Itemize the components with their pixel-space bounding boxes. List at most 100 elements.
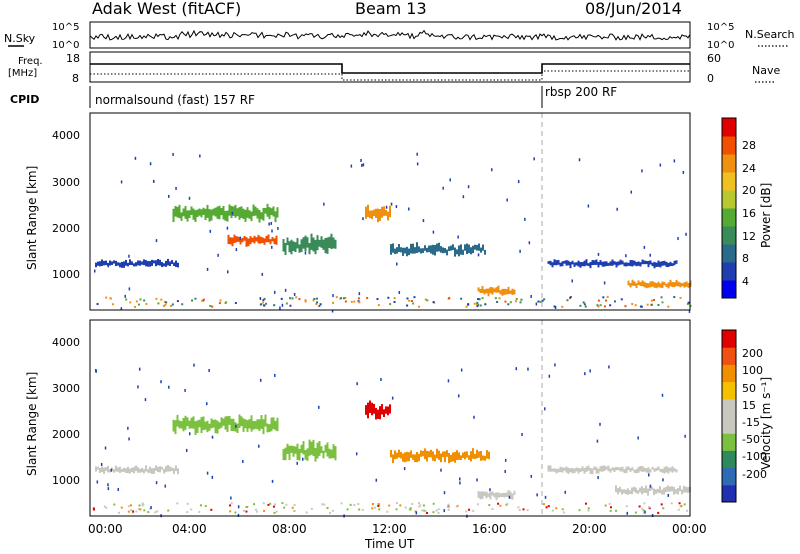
scatter-cell [555,468,558,474]
colorbar-block [722,190,736,209]
noise-cell [467,508,470,511]
noise-cell [459,477,461,481]
noise-cell [548,374,551,378]
noise-cell [176,502,179,505]
noise-cell [395,205,398,209]
scatter-cell [121,261,123,268]
scatter-cell [631,487,633,495]
scatter-cell [290,239,293,255]
scatter-cell [673,260,676,266]
scatter-cell [172,419,175,432]
power-ytick-2000: 2000 [52,222,80,235]
scatter-cell [645,468,648,473]
noise-cell [659,163,662,167]
scatter-cell [192,416,195,429]
scatter-cell [306,237,309,248]
noise-cell [358,508,361,511]
scatter-cell [255,237,258,242]
noise-cell [519,301,522,304]
noise-cell [504,469,506,473]
scatter-cell [477,287,480,292]
scatter-cell [416,242,418,254]
scatter-cell [149,466,151,473]
scatter-cell [442,451,444,458]
scatter-cell [472,245,474,254]
velocity-ytick-1000: 1000 [52,474,80,487]
noise-cell [670,502,673,505]
noise-cell [296,461,298,465]
scatter-cell [242,418,245,432]
scatter-cell [629,259,632,267]
scatter-cell [272,417,275,430]
scatter-cell [553,259,556,266]
noise-cell [582,301,585,304]
scatter-cell [412,454,414,460]
noise-cell [608,365,610,369]
nsearch-label: N.Search [745,28,795,41]
scatter-cell [267,234,270,243]
scatter-cell [635,283,638,289]
noise-cell [465,305,468,308]
noise-cell [686,303,689,306]
scatter-cell [442,247,444,254]
scatter-cell [282,239,285,252]
noise-cell [143,509,146,512]
noise-cell [515,367,518,371]
noise-cell [583,303,586,306]
scatter-cell [171,467,173,472]
scatter-cell [647,488,649,496]
noise-cell [677,508,680,511]
scatter-cell [561,261,564,267]
scatter-cell [637,466,640,473]
noise-cell [652,298,655,301]
scatter-cell [400,247,402,253]
noise-cell [185,448,188,452]
noise-cell [527,367,529,371]
scatter-cell [493,492,496,498]
noise-cell [120,307,123,311]
scatter-cell [180,212,183,221]
noise-cell [426,299,429,302]
colorbar-block [722,330,736,348]
noise-cell [293,503,296,506]
scatter-cell [248,419,251,429]
noise-cell [539,300,542,303]
noise-cell [362,217,364,221]
noise-cell [120,506,123,509]
noise-cell [673,159,676,163]
noise-cell [267,503,270,506]
scatter-cell [214,419,217,434]
colorbar-block [722,450,736,469]
noise-cell [331,509,334,512]
scatter-cell [619,467,622,472]
noise-cell [603,305,606,308]
noise-cell [650,303,653,306]
noise-cell [596,304,599,307]
noise-cell [643,245,646,249]
noise-cell [554,363,556,367]
noise-cell [156,510,159,513]
scatter-cell [266,203,269,217]
noise-cell [128,254,130,258]
noise-cell [391,396,394,400]
scatter-cell [611,467,614,471]
scatter-cell [314,448,317,462]
scatter-cell [671,466,674,473]
power-colorbar: 28 24 20 16 12 8 4 Power [dB] [721,117,773,299]
scatter-cell [567,260,570,266]
scatter-cell [117,467,119,472]
scatter-cell [165,260,167,267]
scatter-cell [379,406,381,420]
power-ytick-4000: 4000 [52,129,80,142]
scatter-cell [316,442,319,459]
scatter-cell [470,451,472,462]
scatter-cell [101,259,103,266]
scatter-cell [665,465,668,473]
scatter-cell [113,469,115,473]
noise-cell [362,163,365,167]
scatter-cell [196,420,199,433]
noise-cell [353,504,356,507]
noise-cell [660,503,663,506]
velocity-ylabel: Slant Range [km] [25,372,39,476]
scatter-cell [609,468,612,473]
